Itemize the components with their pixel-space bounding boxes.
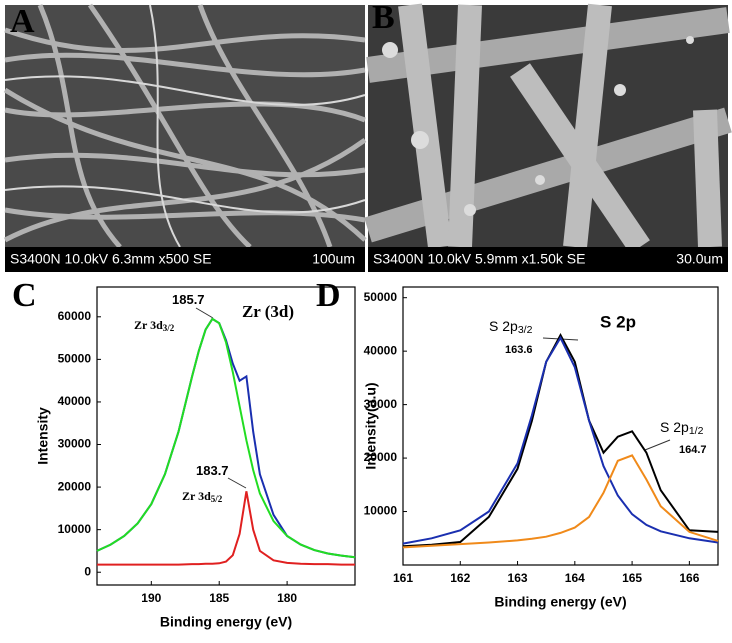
annotation-arrows xyxy=(195,307,671,489)
sem-caption: S3400N 10.0kV 5.9mm x1.50k SE xyxy=(373,251,585,267)
sem-image-a xyxy=(3,3,367,272)
x-tick-label: 180 xyxy=(277,591,297,605)
chart-title: Zr (3d) xyxy=(242,302,294,321)
x-tick-label: 162 xyxy=(450,571,470,585)
x-axis-label: Binding energy (eV) xyxy=(494,594,626,610)
annotation: 183.7 xyxy=(196,463,229,478)
annotation: Zr 3d5/2 xyxy=(182,489,223,504)
series-line xyxy=(97,491,355,566)
panel-label: B xyxy=(372,0,395,36)
sem-scale: 30.0um xyxy=(676,251,723,267)
panel-label: A xyxy=(10,3,35,40)
y-tick-label: 50000 xyxy=(58,352,92,366)
x-axis-label: Binding energy (eV) xyxy=(160,614,292,630)
series-line xyxy=(96,317,356,559)
annotation-text: 164.7 xyxy=(679,444,707,456)
x-tick-label: 163 xyxy=(508,571,528,585)
series-line xyxy=(402,454,719,549)
annotation: 163.6 xyxy=(505,344,533,356)
annotation-sub: 1/2 xyxy=(689,425,704,437)
plot-frame xyxy=(402,286,719,566)
x-tick-label: 190 xyxy=(141,591,161,605)
series-line xyxy=(96,317,356,559)
y-tick-label: 40000 xyxy=(58,394,92,408)
y-tick-label: 30000 xyxy=(58,437,92,451)
y-tick-label: 10000 xyxy=(58,522,92,536)
annotation-sub: 3/2 xyxy=(163,323,175,333)
annotation-sub: 3/2 xyxy=(518,324,533,336)
y-axis-label: Intensity(a.u) xyxy=(363,382,379,469)
y-tick-label: 20000 xyxy=(58,479,92,493)
annotation-text: Zr 3d xyxy=(182,489,211,503)
sem-scale: 100um xyxy=(312,251,355,267)
series-line xyxy=(402,332,719,548)
y-tick-label: 40000 xyxy=(364,343,398,357)
y-tick-label: 10000 xyxy=(364,504,398,518)
x-tick-label: 164 xyxy=(565,571,585,585)
y-tick-label: 20000 xyxy=(364,450,398,464)
annotation-text: 163.6 xyxy=(505,344,533,356)
annotation: 164.7 xyxy=(679,444,707,456)
x-tick-label: 166 xyxy=(679,571,699,585)
chart-title: S 2p xyxy=(600,312,636,331)
annotation-sub: 5/2 xyxy=(211,494,223,504)
y-tick-label: 30000 xyxy=(364,397,398,411)
x-tick-label: 185 xyxy=(209,591,229,605)
annotation: Zr 3d3/2 xyxy=(134,318,175,333)
y-tick-label: 0 xyxy=(84,564,91,578)
sem-caption: S3400N 10.0kV 6.3mm x500 SE xyxy=(10,251,212,267)
sem-image-b xyxy=(364,3,732,272)
y-tick-label: 50000 xyxy=(364,290,398,304)
y-axis-label: Intensity xyxy=(35,407,51,465)
annotation: S 2p1/2 xyxy=(660,419,704,437)
plot-frame xyxy=(96,286,356,586)
series-line xyxy=(402,335,719,545)
y-tick-label: 60000 xyxy=(58,309,92,323)
annotation-text: S 2p xyxy=(489,318,518,334)
panel-label: D xyxy=(316,277,341,314)
annotation-text: Zr 3d xyxy=(134,318,163,332)
annotation: 185.7 xyxy=(172,292,205,307)
x-tick-label: 161 xyxy=(393,571,413,585)
annotation-text: S 2p xyxy=(660,419,689,435)
annotation: S 2p3/2 xyxy=(489,318,533,336)
annotation-text: 185.7 xyxy=(172,292,205,307)
x-tick-label: 165 xyxy=(622,571,642,585)
annotation-text: 183.7 xyxy=(196,463,229,478)
panel-label: C xyxy=(12,277,37,314)
